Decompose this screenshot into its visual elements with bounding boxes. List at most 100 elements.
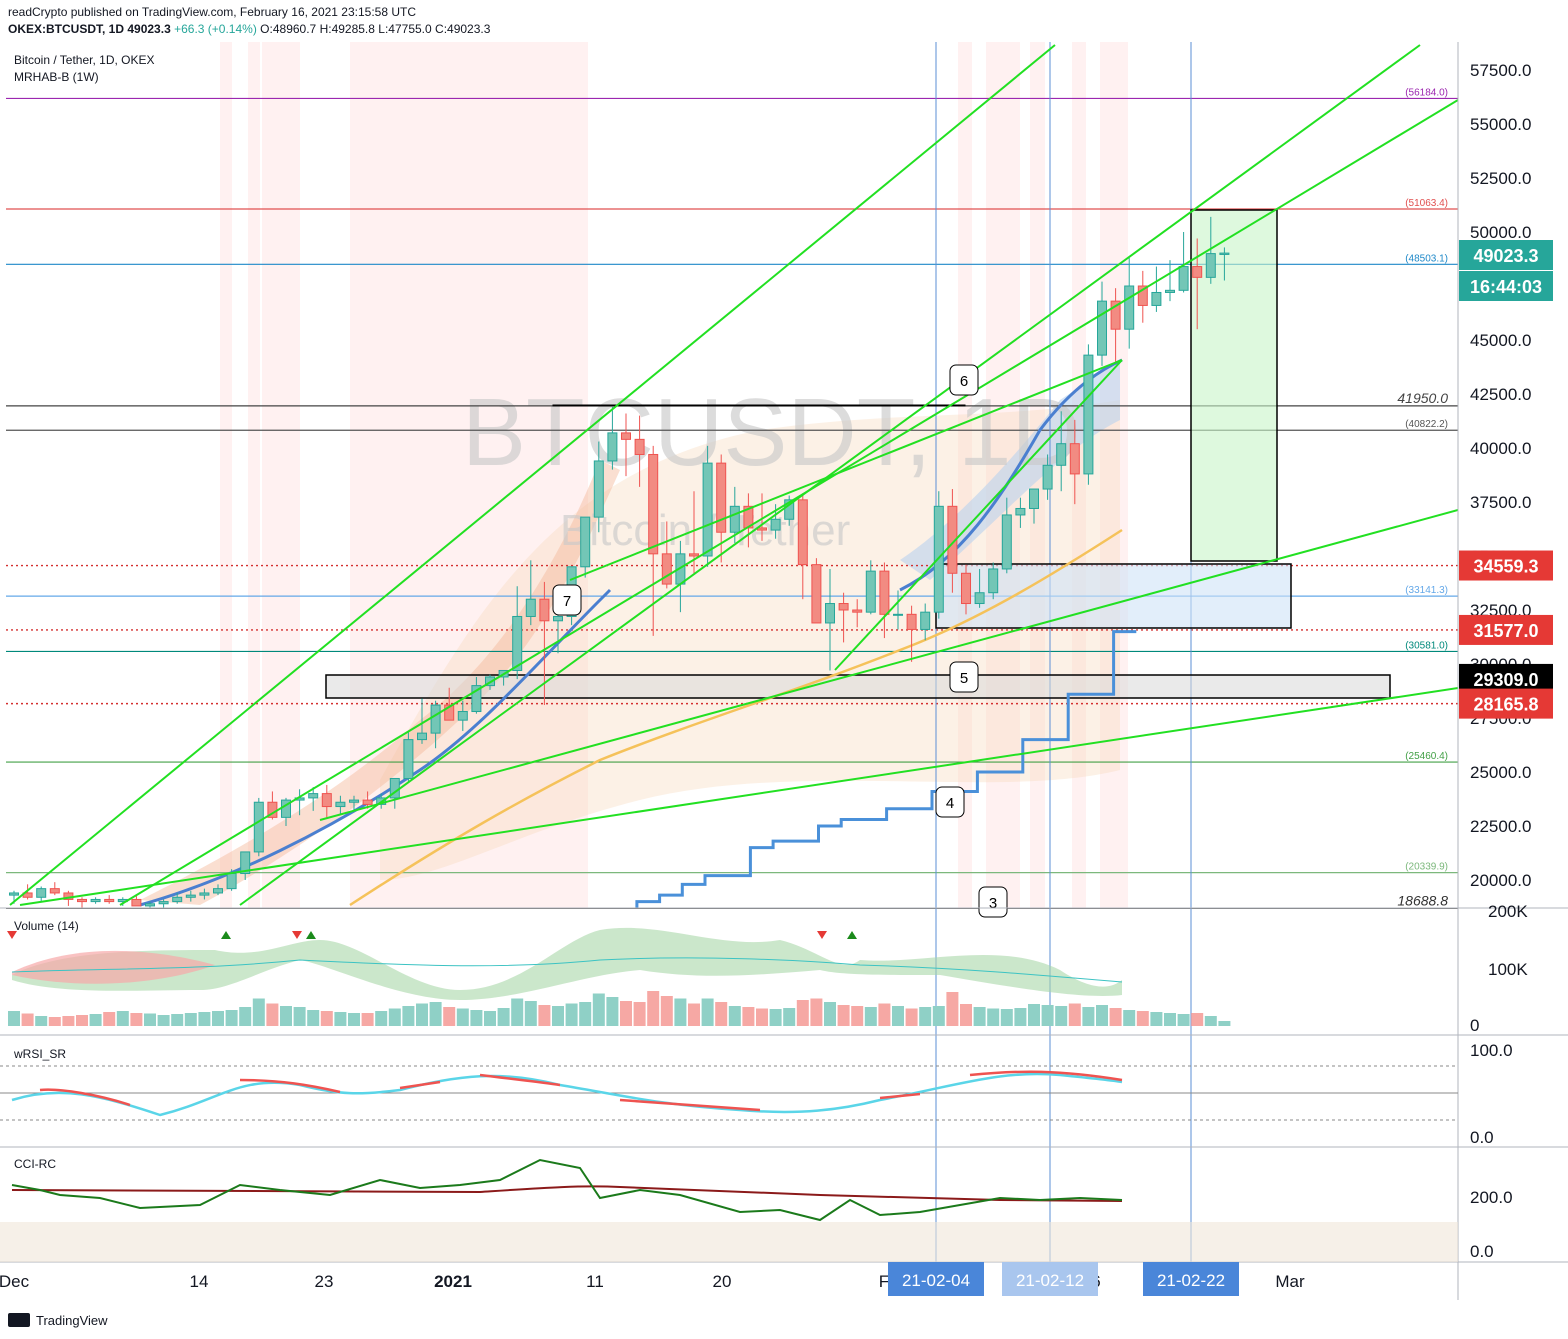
- ohlc-high: H:49285.8: [319, 22, 375, 36]
- symbol-header: OKEX:BTCUSDT, 1D 49023.3 +66.3 (+0.14%) …: [8, 22, 490, 36]
- volume-bar: [878, 1003, 891, 1026]
- support-zone-box[interactable]: [325, 674, 1391, 699]
- volume-bar: [511, 998, 524, 1026]
- volume-tick: 100K: [1488, 960, 1528, 979]
- volume-bar: [905, 1008, 918, 1026]
- wave-labels: 7 6 5 4 3: [552, 364, 1008, 918]
- candle-body: [1192, 266, 1203, 278]
- time-axis[interactable]: Dec142320211120F6Mar21-02-0421-02-1221-0…: [0, 1262, 1305, 1296]
- candle-body: [1015, 507, 1026, 516]
- volume-bar: [8, 1011, 20, 1026]
- candle-body: [308, 793, 319, 799]
- volume-ma: [11, 957, 1123, 983]
- volume-pane[interactable]: 200K 100K 0: [7, 902, 1528, 1035]
- volume-bar: [225, 1010, 238, 1026]
- trendlines[interactable]: [9, 44, 1458, 906]
- rsi-tick: 0.0: [1470, 1128, 1494, 1147]
- volume-band-red: [12, 950, 215, 984]
- wave-label-box: [552, 584, 582, 616]
- time-tick: F: [879, 1272, 889, 1291]
- volume-bar: [728, 1006, 741, 1026]
- ohlc-low: L:47755.0: [378, 22, 432, 36]
- price-badge-label: 34559.3: [1473, 557, 1538, 577]
- candles[interactable]: [9, 216, 1230, 913]
- volume-bar: [320, 1011, 333, 1026]
- volume-bar: [116, 1011, 129, 1026]
- price-axis[interactable]: 20000.022500.025000.027500.030000.032500…: [1470, 61, 1531, 890]
- wave-label-box: [978, 886, 1008, 918]
- candle-body: [580, 516, 591, 568]
- time-tick: Mar: [1275, 1272, 1305, 1291]
- volume-bar: [184, 1013, 197, 1026]
- volume-bar: [388, 1008, 401, 1026]
- candle-body: [1178, 266, 1189, 291]
- candle-body: [961, 572, 971, 605]
- candle-body: [1001, 514, 1012, 570]
- volume-bar: [21, 1013, 34, 1026]
- candle-body: [716, 462, 727, 533]
- trendline: [319, 509, 1458, 821]
- cci-line: [11, 1158, 1123, 1222]
- wave-label: 6: [960, 373, 968, 390]
- volume-bar: [864, 1007, 877, 1026]
- volume-bar: [1164, 1013, 1176, 1026]
- volume-title: Volume (14): [14, 919, 79, 933]
- volume-bar: [307, 1010, 320, 1026]
- volume-bar: [769, 1009, 782, 1026]
- volume-bar: [103, 1012, 116, 1026]
- candle-body: [811, 564, 822, 624]
- time-tick: 11: [586, 1272, 604, 1291]
- mrhab-step-line: [635, 630, 1137, 908]
- volume-bar: [919, 1007, 932, 1026]
- volume-bar: [1096, 1005, 1108, 1026]
- volume-bar: [524, 1001, 537, 1026]
- volume-bar: [239, 1007, 252, 1026]
- price-badge-label: 29309.0: [1473, 670, 1538, 690]
- volume-bar: [1191, 1013, 1204, 1026]
- cci-pane[interactable]: 200.0 0.0: [0, 1158, 1513, 1262]
- watermark-symbol: BTCUSDT, 1D: [462, 379, 1081, 486]
- volume-bar: [1068, 1003, 1081, 1026]
- candle-body: [430, 704, 441, 734]
- symbol-name: OKEX:BTCUSDT, 1D: [8, 22, 125, 36]
- candle-body: [1083, 354, 1094, 475]
- price-badge-label: 49023.3: [1473, 246, 1538, 266]
- wrsi-title: wRSI_SR: [13, 1047, 66, 1061]
- wave-label: 7: [563, 593, 571, 610]
- volume-bar: [756, 1008, 768, 1026]
- time-tick: 23: [315, 1272, 334, 1291]
- price-badge: [1459, 271, 1553, 301]
- level-label: 18688.8: [1397, 892, 1448, 908]
- candle-body: [349, 799, 359, 803]
- publish-line: readCrypto published on TradingView.com,…: [8, 5, 417, 19]
- wave-label: 3: [989, 895, 997, 912]
- volume-bar: [144, 1013, 156, 1026]
- candle-body: [9, 892, 19, 896]
- signal-arrow: [847, 931, 857, 939]
- price-tick: 37500.0: [1470, 493, 1531, 512]
- candle-body: [77, 898, 87, 903]
- candle-body: [525, 598, 536, 617]
- target-zone-box[interactable]: [1190, 209, 1278, 562]
- candle-body: [1205, 253, 1216, 278]
- candle-body: [825, 603, 835, 624]
- volume-bar: [1218, 1021, 1231, 1026]
- cci-tick: 0.0: [1470, 1242, 1494, 1261]
- legend-title: Bitcoin / Tether, 1D, OKEX: [14, 53, 155, 67]
- volume-bar: [565, 1003, 578, 1026]
- candle-body: [199, 892, 210, 896]
- tradingview-logo[interactable]: TradingView: [8, 1313, 108, 1328]
- volume-bar: [892, 1006, 904, 1026]
- candle-body: [865, 570, 876, 613]
- candle-body: [1124, 285, 1135, 330]
- ohlc-open: O:48960.7: [260, 22, 317, 36]
- volume-bar: [1177, 1014, 1190, 1026]
- volume-bar: [715, 1002, 728, 1026]
- wrsi-pane[interactable]: 100.0 0.0: [0, 1041, 1513, 1147]
- cci-band: [0, 1222, 1458, 1262]
- candle-body: [553, 615, 563, 622]
- tradingview-logo-icon: [8, 1313, 30, 1327]
- time-badge: [888, 1262, 984, 1296]
- candle-body: [906, 613, 917, 630]
